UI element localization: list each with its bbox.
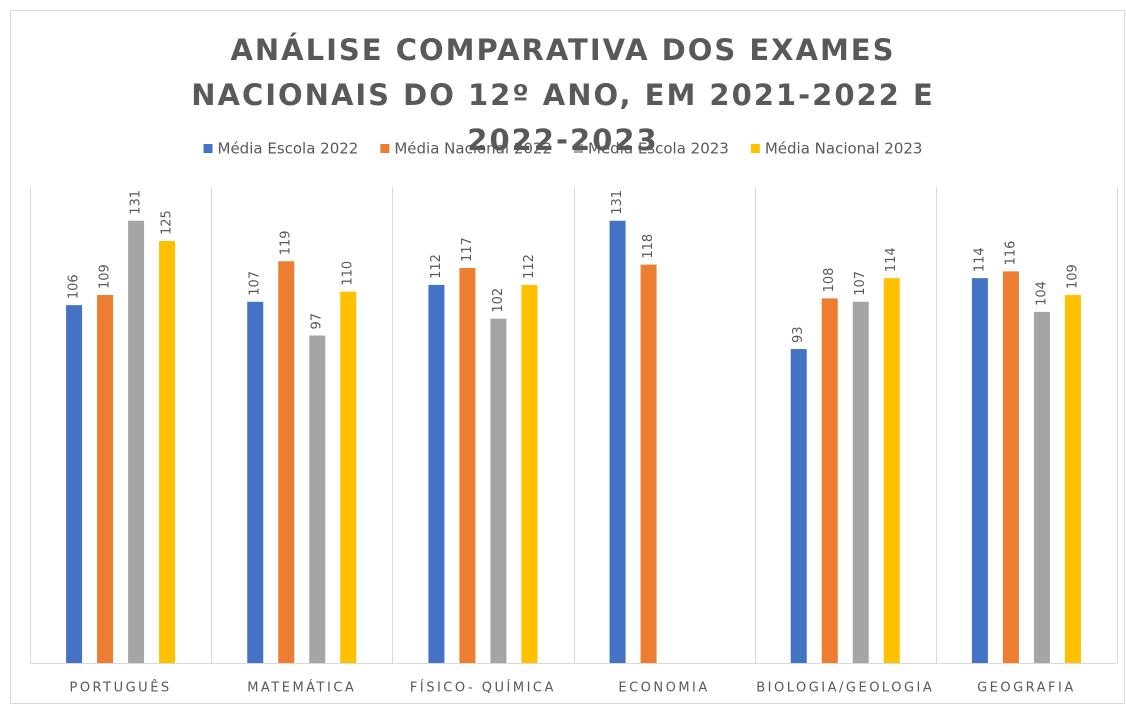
bar <box>521 284 538 663</box>
x-tick-label: BIOLOGIA/GEOLOGIA <box>756 681 934 696</box>
legend-swatch <box>203 144 213 153</box>
data-label: 112 <box>429 254 444 279</box>
legend-label: Média Nacional 2022 <box>394 140 552 158</box>
data-label: 110 <box>341 261 356 286</box>
x-tick-label: FÍSICO- QUÍMICA <box>410 680 556 696</box>
bar <box>490 318 507 663</box>
legend-swatch <box>750 144 760 153</box>
x-tick-label: ECONOMIA <box>618 681 709 696</box>
data-label: 116 <box>1003 241 1018 266</box>
data-label: 119 <box>279 230 294 255</box>
data-label: 97 <box>310 313 325 330</box>
bar <box>340 291 357 663</box>
data-label: 107 <box>853 271 868 296</box>
bar <box>1033 311 1050 663</box>
x-tick-label: GEOGRAFIA <box>977 681 1076 696</box>
bar <box>821 298 838 663</box>
data-label: 93 <box>791 326 806 343</box>
bar <box>1064 295 1081 663</box>
bar <box>159 241 176 663</box>
bar <box>609 220 626 664</box>
data-label: 112 <box>522 254 537 279</box>
bar <box>309 335 326 663</box>
bar <box>790 349 807 663</box>
bar <box>852 301 869 663</box>
data-label: 114 <box>972 247 987 272</box>
bar <box>97 295 114 663</box>
legend-label: Média Escola 2022 <box>218 140 359 158</box>
data-label: 125 <box>160 210 175 235</box>
data-label: 131 <box>610 190 625 215</box>
legend-swatch <box>574 144 583 153</box>
bar <box>883 278 900 663</box>
bar <box>459 268 476 663</box>
bar <box>1002 271 1019 663</box>
bar <box>66 305 83 663</box>
bar <box>278 261 295 663</box>
data-label: 109 <box>1065 264 1080 289</box>
legend-label: Média Nacional 2023 <box>765 140 923 158</box>
data-label: 107 <box>248 271 263 296</box>
data-label: 118 <box>641 234 656 259</box>
bar <box>428 284 445 663</box>
data-label: 108 <box>822 268 837 293</box>
bar <box>247 301 264 663</box>
x-tick-label: MATEMÁTICA <box>247 680 356 696</box>
chart-border <box>10 10 1125 704</box>
data-label: 131 <box>129 190 144 215</box>
legend-label: Média Escola 2023 <box>588 140 729 158</box>
bar <box>971 278 988 663</box>
bar <box>128 220 145 664</box>
legend-swatch <box>380 144 390 153</box>
data-label: 114 <box>884 247 899 272</box>
bar <box>640 264 657 663</box>
chart-title: ANÁLISE COMPARATIVA DOS EXAMES NACIONAIS… <box>191 33 935 157</box>
x-tick-label: PORTUGUÊS <box>69 680 171 696</box>
data-label: 117 <box>460 237 475 262</box>
data-label: 106 <box>67 274 82 299</box>
data-label: 104 <box>1034 281 1049 306</box>
data-label: 102 <box>491 288 506 313</box>
data-label: 109 <box>98 264 113 289</box>
